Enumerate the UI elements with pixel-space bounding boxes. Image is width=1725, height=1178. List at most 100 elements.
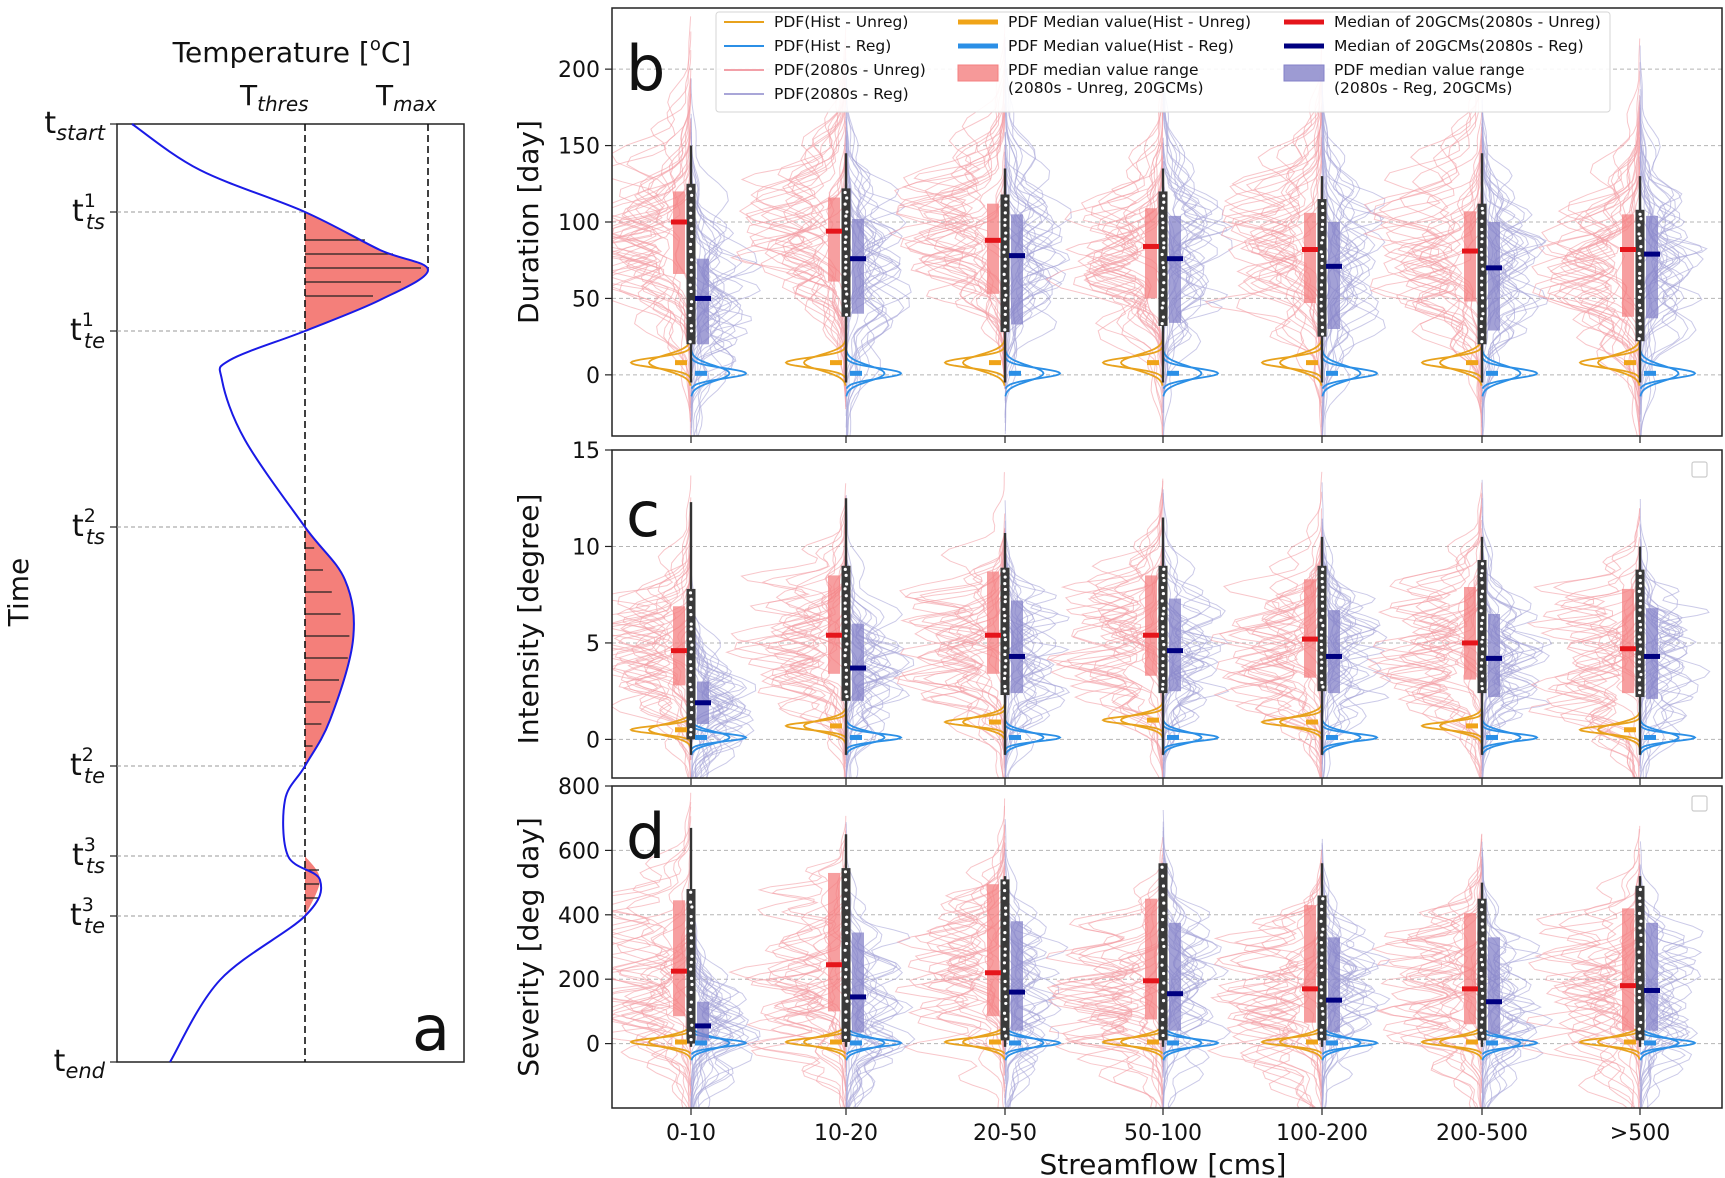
gcm-dot <box>1161 573 1165 578</box>
panel-b: 0 50 100 150 200 Duration [day] b <box>512 7 1723 443</box>
gcm-dot <box>1638 584 1643 588</box>
range-2080s-reg <box>1328 937 1340 1033</box>
gcm-dot <box>1638 1011 1643 1016</box>
pdf-2080s-reg <box>1321 518 1388 757</box>
gcm-dot <box>1003 298 1007 302</box>
gcm-dot <box>1162 971 1166 976</box>
gcm-dot <box>1480 589 1485 593</box>
legend-label: Median of 20GCMs(2080s - Unreg) <box>1334 13 1601 31</box>
category-10-20 <box>729 21 912 436</box>
pdf-2080s-unreg <box>1567 916 1641 1108</box>
gcm-dot <box>689 976 694 980</box>
time-tick-label: t2 te <box>70 744 105 788</box>
gcm-dot <box>1638 608 1642 612</box>
gcm-dot <box>1480 569 1484 573</box>
gcm-dot <box>689 727 693 732</box>
gcm-dot <box>1638 262 1642 267</box>
gcm-dot <box>1480 686 1484 691</box>
pdf-2080s-unreg <box>612 850 691 1096</box>
gcm-dot <box>1161 315 1165 319</box>
legend-frame <box>715 11 1611 113</box>
gcm-dot <box>1638 623 1643 627</box>
category-200-500 <box>1370 833 1554 1108</box>
pdf-hist-unreg <box>961 339 1006 386</box>
gcm-dot <box>1637 251 1641 256</box>
gcm-dot <box>1319 250 1323 254</box>
range-2080s-unreg <box>1464 211 1476 302</box>
gcm-dot <box>1321 236 1325 240</box>
gcm-dot <box>1480 276 1484 280</box>
gcm-dot <box>1480 963 1485 967</box>
gcm-dot <box>1320 978 1325 982</box>
gcm-dot <box>689 936 693 940</box>
pdf-2080s-unreg <box>612 535 691 778</box>
pdf-hist-reg <box>1639 357 1697 390</box>
legend-label: (2080s - Unreg, 20GCMs) <box>1008 79 1204 97</box>
gcm-dot <box>1002 569 1006 573</box>
pdf-hist-reg <box>1639 719 1680 756</box>
gcm-dot <box>1637 616 1642 620</box>
gcm-dot <box>1637 655 1642 659</box>
pdf-hist-reg <box>1321 1025 1362 1061</box>
pdf-2080s-reg <box>690 654 744 778</box>
gcm-dot <box>843 299 847 303</box>
empty-legend-box <box>1691 795 1708 812</box>
time-tick-label: t1 te <box>70 309 105 353</box>
box-iqr <box>1317 199 1327 337</box>
category-200-500 <box>1366 479 1553 778</box>
gcm-dot <box>843 240 847 244</box>
gcm-dot <box>1003 279 1007 283</box>
pdf-2080s-reg <box>1481 851 1541 1074</box>
gcm-dot <box>1003 587 1007 592</box>
pdf-hist-unreg <box>943 346 1006 379</box>
gcm-dot <box>1319 297 1323 302</box>
gcm-dot <box>1480 581 1484 585</box>
gcm-dot <box>844 287 848 291</box>
pdf-2080s-unreg <box>621 912 692 1108</box>
gcm-dot <box>1481 312 1485 316</box>
gcm-dot <box>1637 589 1641 593</box>
panel-b-marks <box>612 16 1708 436</box>
category-100-200 <box>1206 838 1391 1108</box>
pdf-2080s-unreg <box>1093 920 1164 1073</box>
gcm-dot <box>843 897 847 901</box>
gcm-dot <box>1480 296 1485 300</box>
gcm-dot <box>1479 661 1484 665</box>
box-iqr <box>1317 565 1327 692</box>
gcm-dot <box>1479 1028 1483 1032</box>
pdf-2080s-unreg <box>1372 552 1482 732</box>
pdf-2080s-unreg <box>612 567 692 746</box>
gcm-dot <box>1320 269 1324 273</box>
pdf-hist-reg <box>1639 1030 1697 1056</box>
gcm-dot <box>845 642 849 646</box>
gcm-dot <box>1003 671 1007 675</box>
gcm-dot <box>1480 908 1484 912</box>
range-2080s-reg <box>697 1001 709 1041</box>
panel-a-content: tstart t1 ts t1 te t2 ts t2 te t3 ts t3 te tend <box>44 106 430 1083</box>
gcm-dot <box>1480 922 1484 926</box>
gcm-dot <box>1479 247 1484 252</box>
pdf-2080s-reg <box>690 78 758 428</box>
gcm-dot <box>1161 999 1166 1003</box>
gcm-dot <box>844 573 848 577</box>
gcm-dot <box>1162 650 1166 654</box>
gcm-dot <box>1003 264 1007 268</box>
pdf-hist-reg <box>690 349 731 397</box>
gcm-dot <box>844 313 849 317</box>
pdf-2080s-unreg <box>1568 854 1641 1108</box>
pdf-hist-reg <box>1639 725 1697 750</box>
gcm-dot <box>1479 667 1483 671</box>
pdf-2080s-unreg <box>1045 108 1163 436</box>
gcm-dot <box>1161 261 1165 265</box>
gcm-dot <box>1480 304 1484 308</box>
gcm-dot <box>1637 911 1642 915</box>
y-tick-label: 400 <box>558 904 600 929</box>
range-2080s-reg <box>1169 598 1181 692</box>
legend-label: PDF median value range <box>1008 61 1199 79</box>
gcm-dot <box>690 1023 694 1027</box>
gcm-dot <box>1637 1027 1641 1031</box>
pdf-2080s-unreg <box>1369 137 1482 436</box>
pdf-2080s-reg <box>845 901 916 1108</box>
gcm-dot <box>1162 246 1166 250</box>
pdf-2080s-reg <box>1321 911 1369 1108</box>
